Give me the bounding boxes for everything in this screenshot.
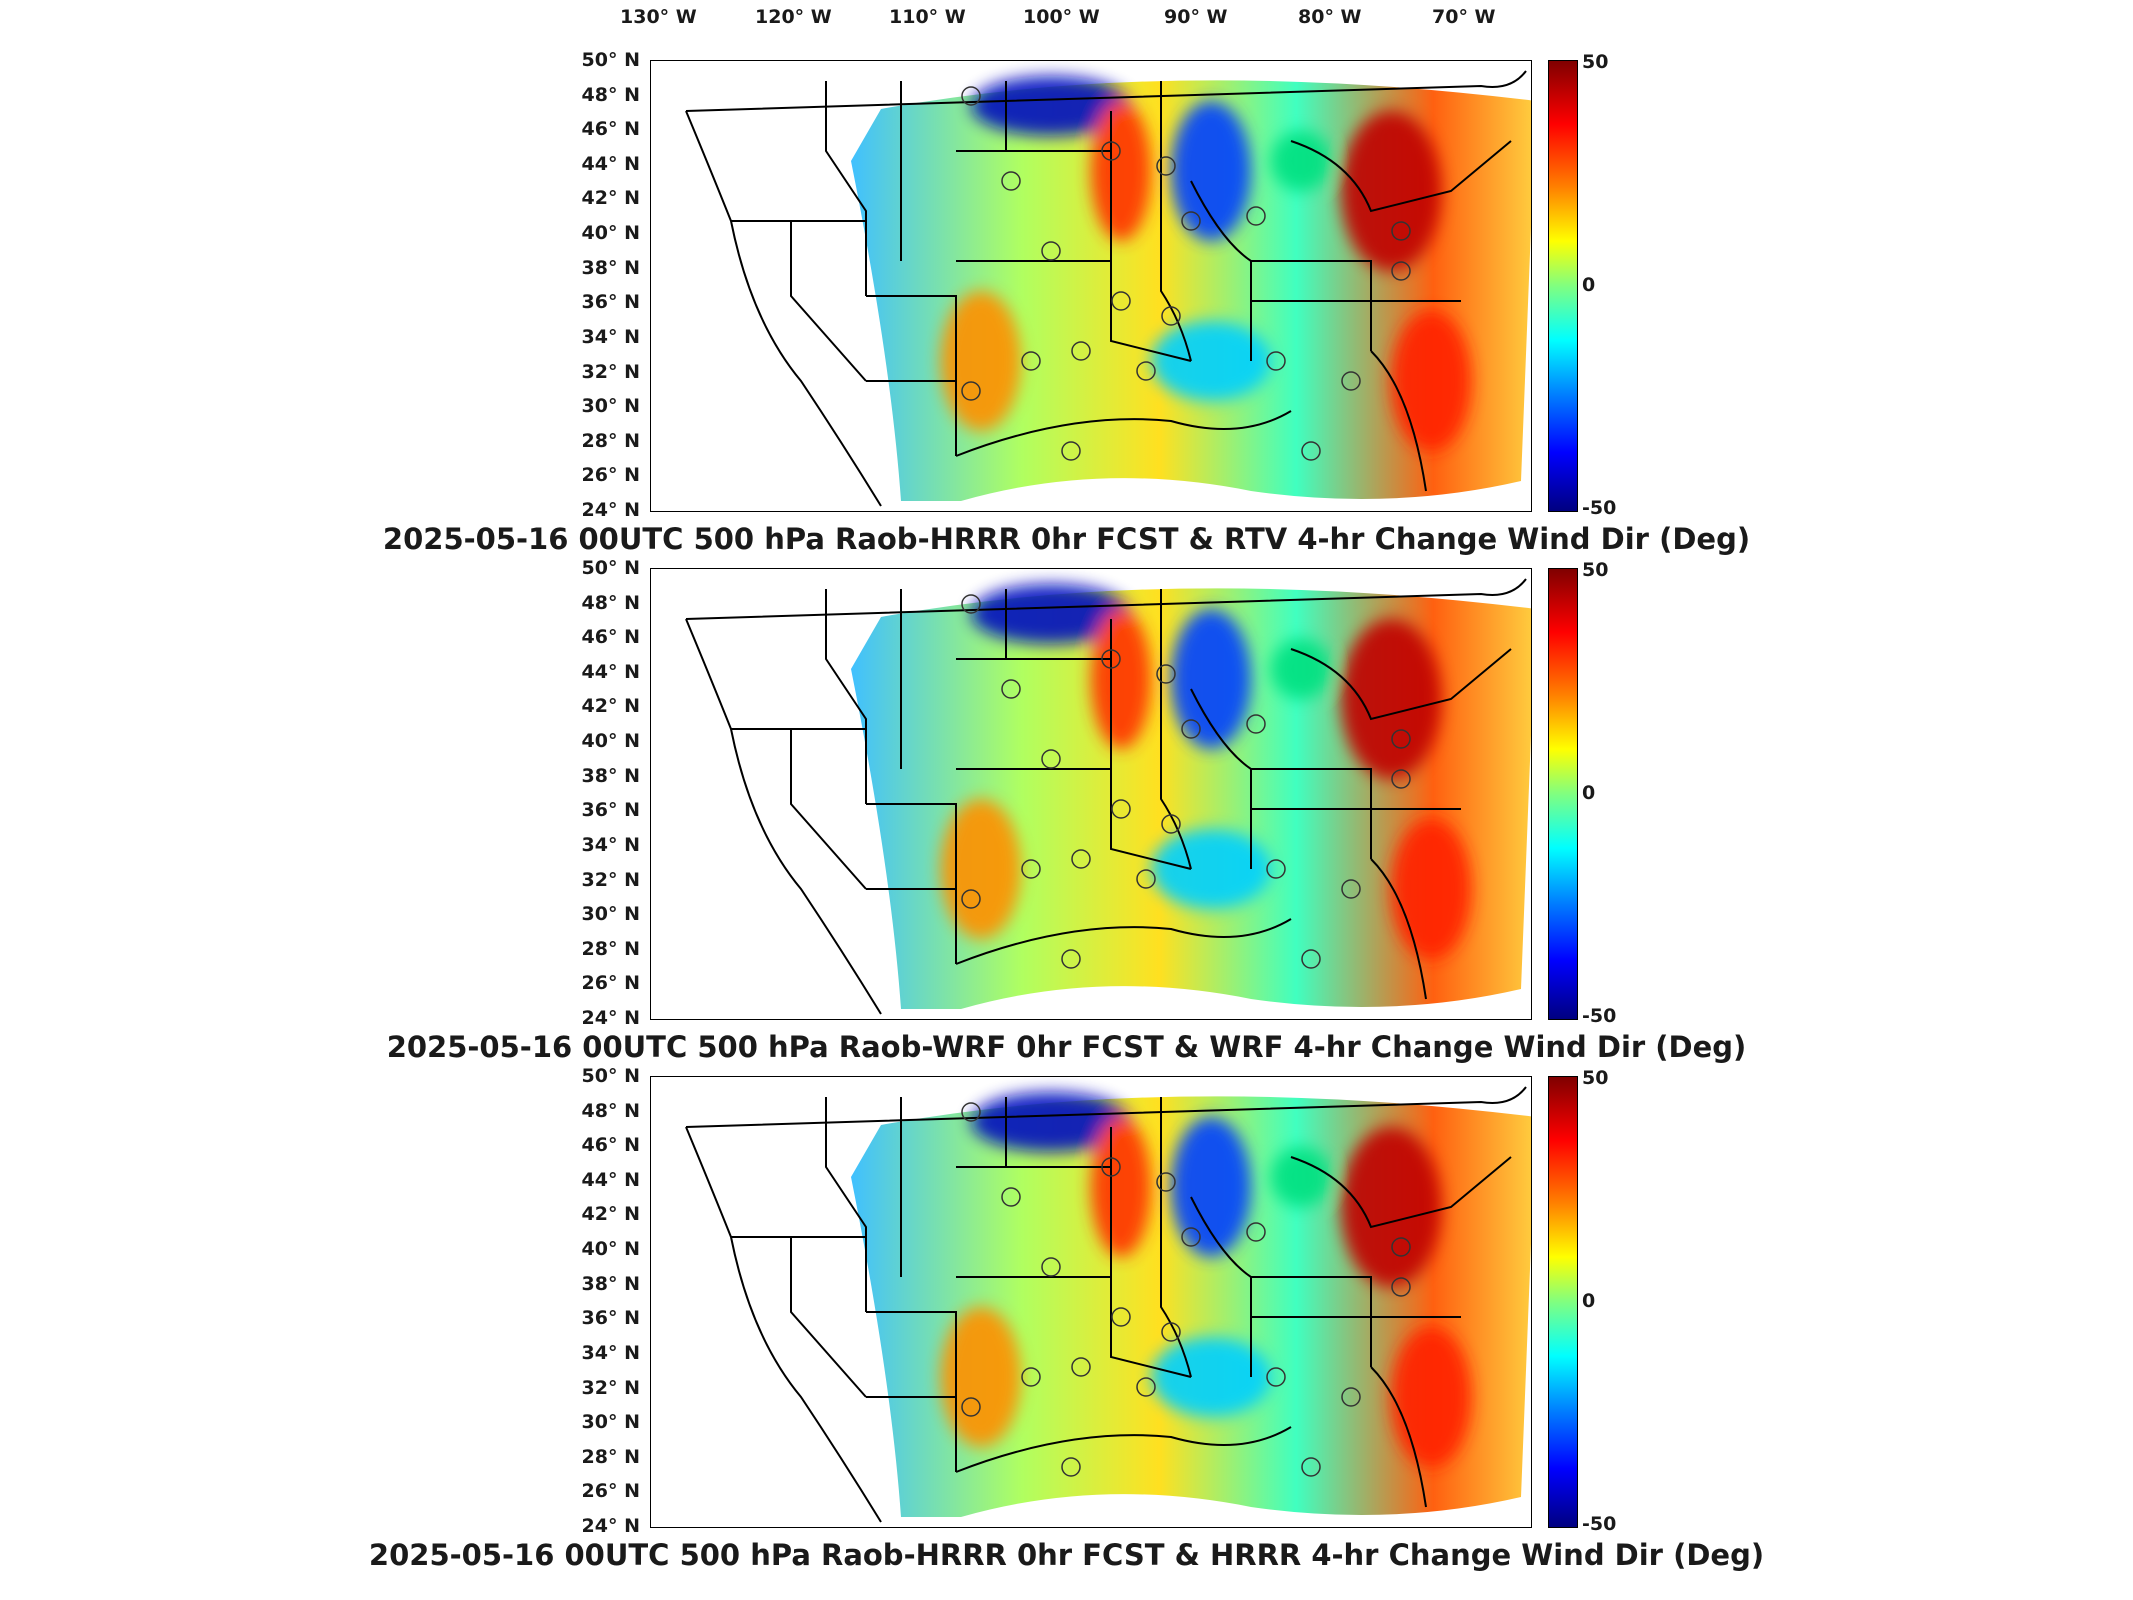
lat-label: 40° N [581,222,640,245]
lat-label: 24° N [581,1515,640,1537]
map-frame [650,1076,1532,1528]
lat-label: 38° N [581,764,640,787]
lat-label: 34° N [581,325,640,348]
lat-label: 24° N [581,499,640,521]
lon-label: 70° W [1432,6,1496,28]
lat-label: 44° N [581,1168,640,1191]
lat-label: 32° N [581,360,640,383]
lat-label: 38° N [581,1272,640,1295]
lat-label: 50° N [581,557,640,579]
wind-direction-field-map [651,61,1531,511]
wind-direction-field-map [651,1077,1531,1527]
lat-label: 46° N [581,118,640,141]
lon-label: 120° W [755,6,832,28]
colorbar-max-label: 50 [1582,51,1609,73]
lat-label: 28° N [581,1445,640,1468]
lon-label: 90° W [1164,6,1228,28]
lat-label: 30° N [581,395,640,418]
colorbar-mid-label: 0 [1582,1290,1596,1312]
colorbar [1548,1076,1578,1528]
map-frame [650,568,1532,1020]
lat-label: 42° N [581,695,640,718]
lat-label: 48° N [581,83,640,106]
lat-label: 30° N [581,1411,640,1434]
lat-label: 26° N [581,1480,640,1503]
lat-label: 34° N [581,833,640,856]
lat-label: 42° N [581,187,640,210]
lon-label: 130° W [620,6,697,28]
lat-label: 32° N [581,868,640,891]
colorbar-min-label: -50 [1582,1513,1617,1535]
colorbar-mid-label: 0 [1582,782,1596,804]
lon-label: 100° W [1023,6,1100,28]
lat-label: 24° N [581,1007,640,1029]
lat-label: 46° N [581,626,640,649]
lat-label: 50° N [581,49,640,71]
colorbar-max-label: 50 [1582,559,1609,581]
lat-label: 38° N [581,256,640,279]
lat-label: 50° N [581,1065,640,1087]
lat-label: 30° N [581,903,640,926]
lat-label: 28° N [581,937,640,960]
lat-label: 40° N [581,1238,640,1261]
lat-label: 48° N [581,1099,640,1122]
lat-label: 44° N [581,152,640,175]
lat-label: 40° N [581,730,640,753]
lat-label: 44° N [581,660,640,683]
lon-label: 80° W [1298,6,1362,28]
colorbar-max-label: 50 [1582,1067,1609,1089]
colorbar-mid-label: 0 [1582,274,1596,296]
colorbar-min-label: -50 [1582,497,1617,519]
lat-label: 26° N [581,464,640,487]
lat-label: 32° N [581,1376,640,1399]
lat-label: 36° N [581,291,640,314]
lon-label: 110° W [889,6,966,28]
lat-label: 36° N [581,799,640,822]
lat-label: 48° N [581,591,640,614]
lat-label: 36° N [581,1307,640,1330]
panel-title: 2025-05-16 00UTC 500 hPa Raob-HRRR 0hr F… [382,522,1751,556]
lat-label: 42° N [581,1203,640,1226]
lat-label: 34° N [581,1341,640,1364]
panel-title: 2025-05-16 00UTC 500 hPa Raob-WRF 0hr FC… [386,1030,1747,1064]
panel-title: 2025-05-16 00UTC 500 hPa Raob-HRRR 0hr F… [368,1538,1765,1572]
lat-label: 28° N [581,429,640,452]
wind-direction-field-map [651,569,1531,1019]
map-frame [650,60,1532,512]
lat-label: 26° N [581,972,640,995]
colorbar [1548,568,1578,1020]
colorbar-min-label: -50 [1582,1005,1617,1027]
lat-label: 46° N [581,1134,640,1157]
colorbar [1548,60,1578,512]
